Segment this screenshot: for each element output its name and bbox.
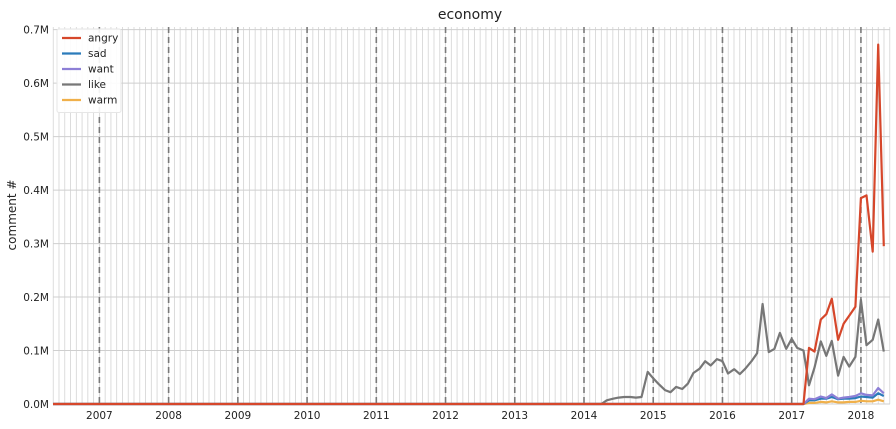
axes: 0.0M 0.1M 0.2M 0.3M 0.4M 0.5M 0.6M 0.7M 2007 2008… [23, 25, 874, 422]
plot-area [53, 27, 890, 404]
x-tick-label: 2012 [432, 410, 459, 422]
x-tick-label: 2014 [571, 410, 598, 422]
y-tick-label: 0.1M [23, 346, 49, 358]
legend-label-angry: angry [88, 33, 118, 45]
series-lines [53, 43, 885, 406]
y-axis-label: comment # [5, 180, 19, 251]
y-tick-label: 0.2M [23, 292, 49, 304]
legend-label-sad: sad [88, 48, 107, 60]
series-line-angry [53, 43, 885, 406]
chart-title: economy [438, 7, 502, 23]
legend-label-want: want [88, 64, 114, 76]
x-tick-label: 2013 [501, 410, 528, 422]
legend-box [56, 28, 122, 113]
x-tick-label: 2009 [224, 410, 251, 422]
y-tick-label: 0.6M [23, 78, 49, 90]
grid [52, 27, 891, 405]
x-tick-label: 2016 [709, 410, 736, 422]
x-tick-label: 2017 [778, 410, 805, 422]
legend-label-like: like [88, 79, 106, 91]
x-tick-label: 2008 [155, 410, 182, 422]
x-tick-label: 2010 [294, 410, 321, 422]
series-line-warm [53, 398, 885, 406]
y-tick-label: 0.3M [23, 239, 49, 251]
y-tick-label: 0.0M [23, 399, 49, 411]
x-tick-label: 2011 [363, 410, 390, 422]
legend-label-warm: warm [88, 95, 117, 107]
x-tick-label: 2007 [86, 410, 113, 422]
y-tick-label: 0.5M [23, 132, 49, 144]
year-dividers [98, 27, 862, 404]
x-tick-label: 2018 [848, 410, 875, 422]
legend: angry sad want like warm [56, 28, 122, 113]
y-tick-label: 0.7M [23, 25, 49, 37]
series-line-want [53, 386, 885, 406]
series-line-like [53, 298, 885, 406]
x-tick-label: 2015 [640, 410, 667, 422]
y-tick-label: 0.4M [23, 185, 49, 197]
